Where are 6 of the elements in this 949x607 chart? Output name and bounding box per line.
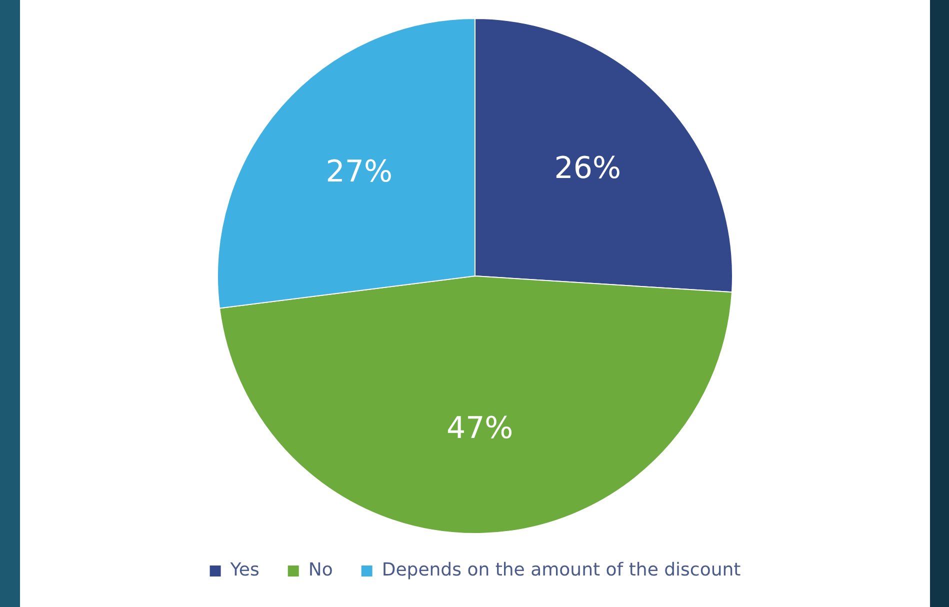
data-label: 26% — [554, 151, 621, 186]
legend-label: Depends on the amount of the discount — [382, 560, 741, 581]
data-label: 47% — [446, 411, 514, 446]
data-label: 27% — [326, 154, 392, 190]
legend-label: No — [308, 560, 333, 581]
legend-label: Yes — [229, 560, 260, 581]
